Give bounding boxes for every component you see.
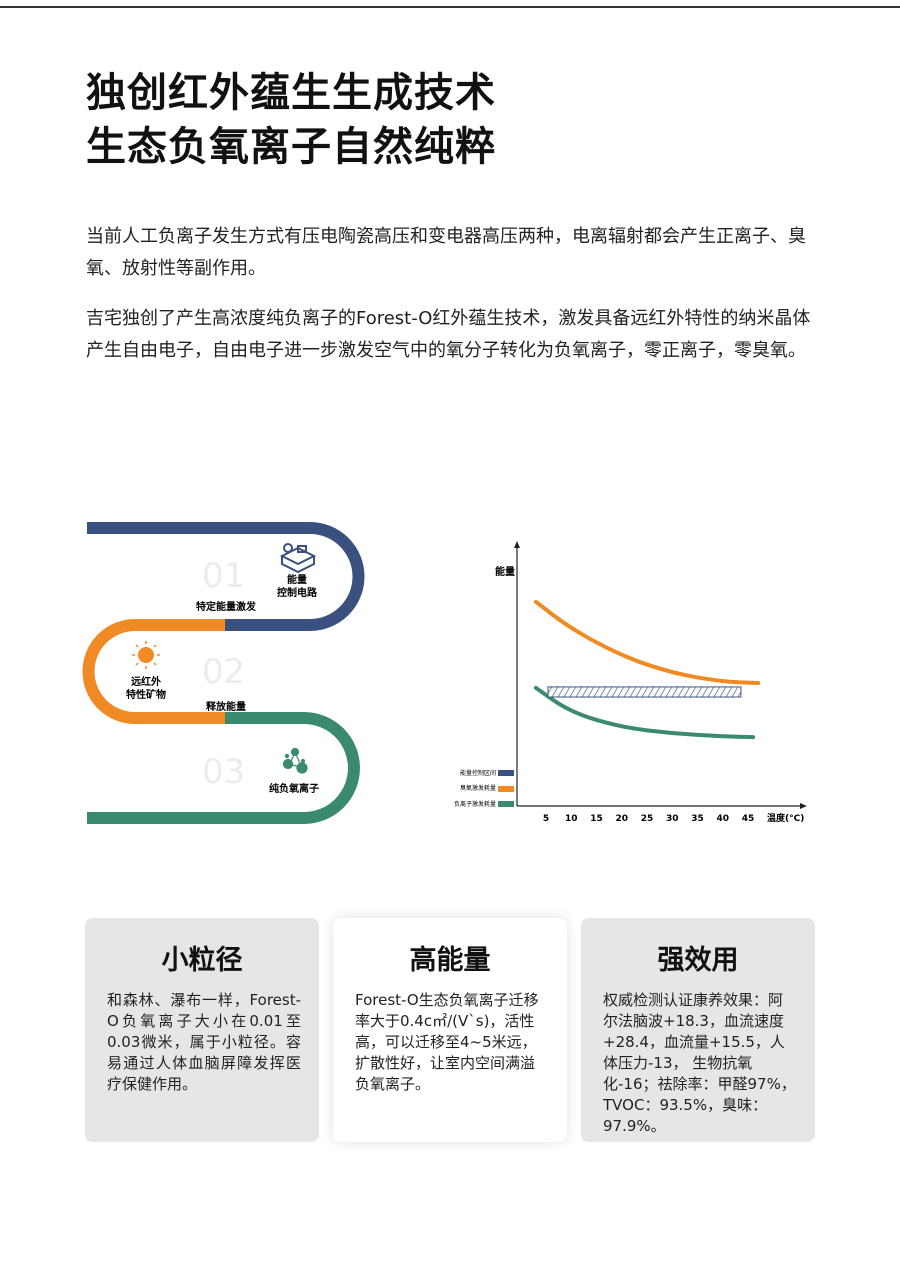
step-number: 01 <box>202 556 245 596</box>
x-tick-label: 40 <box>716 814 729 824</box>
step-label: 特性矿物 <box>126 688 166 701</box>
title-line-1: 独创红外蕴生生成技术 <box>86 70 496 116</box>
step-label: 纯负氧离子 <box>269 782 319 795</box>
energy-chart: 能量 温度(°C) 5 10 15 20 25 30 35 40 45 能量控制区间 臭氧激发耗… <box>454 541 807 824</box>
step-label: 能量 <box>287 573 307 586</box>
paragraph-2: 吉宅独创了产生高浓度纯负离子的Forest-O红外蕴生技术，激发具备远红外特性的… <box>86 308 811 361</box>
legend-swatch <box>498 770 514 776</box>
y-axis-label: 能量 <box>495 565 515 578</box>
x-tick-label: 15 <box>590 814 603 824</box>
legend-label: 臭氧激发耗量 <box>460 784 496 792</box>
feature-card-small-particle: 小粒径 和森林、瀑布一样，Forest-O负氧离子大小在0.01至0.03微米，… <box>85 918 319 1142</box>
card-text: 权威检测认证康养效果：阿尔法脑波+18.3，血流速度+28.4，血流量+15.5… <box>603 991 796 1135</box>
card-text: Forest-O生态负氧离子迁移率大于0.4c㎡/(V`s)，活性高，可以迁移至… <box>355 991 539 1093</box>
sun-icon <box>132 641 160 669</box>
process-band-2 <box>82 619 225 724</box>
circuit-icon <box>279 543 317 574</box>
step-number: 02 <box>202 652 245 692</box>
card-title: 小粒径 <box>161 945 243 976</box>
x-tick-label: 35 <box>691 814 704 824</box>
y-axis-arrow <box>514 541 520 548</box>
legend-label: 负离子激发耗量 <box>454 800 496 808</box>
process-band-1 <box>87 522 365 631</box>
legend-swatch <box>498 801 514 807</box>
step-caption: 特定能量激发 <box>196 600 257 613</box>
energy-control-band <box>547 686 742 698</box>
legend: 能量控制区间 臭氧激发耗量 负离子激发耗量 <box>454 769 514 808</box>
molecule-icon <box>282 747 308 774</box>
card-text: 和森林、瀑布一样，Forest-O负氧离子大小在0.01至0.03微米，属于小粒… <box>107 991 301 1093</box>
legend-swatch <box>498 786 514 792</box>
card-title: 强效用 <box>657 945 739 976</box>
process-band-3 <box>87 712 360 824</box>
step-label: 远红外 <box>131 675 161 688</box>
series-line-0 <box>533 599 761 685</box>
title-line-2: 生态负氧离子自然纯粹 <box>86 124 496 170</box>
page-title: 独创红外蕴生生成技术 生态负氧离子自然纯粹 <box>86 66 496 174</box>
card-title: 高能量 <box>409 945 491 976</box>
x-tick-label: 25 <box>641 814 654 824</box>
x-axis-arrow <box>800 803 807 809</box>
process-diagram: 01 02 03 能量 控制电路 特定能量激发 远红外 特性矿物 释放能量 纯负… <box>82 522 365 824</box>
x-tick-label: 30 <box>666 814 679 824</box>
feature-card-strong-effect: 强效用 权威检测认证康养效果：阿尔法脑波+18.3，血流速度+28.4，血流量+… <box>581 918 815 1142</box>
x-axis-label: 温度(°C) <box>767 812 804 824</box>
feature-card-high-energy: 高能量 Forest-O生态负氧离子迁移率大于0.4c㎡/(V`s)，活性高，可… <box>333 918 567 1142</box>
x-tick-label: 5 <box>543 814 549 824</box>
x-tick-label: 45 <box>742 814 755 824</box>
x-tick-label: 10 <box>565 814 578 824</box>
series-line-1 <box>533 685 756 740</box>
step-number: 03 <box>202 752 245 792</box>
step-label: 控制电路 <box>277 586 318 599</box>
top-divider <box>0 6 900 8</box>
paragraph-1: 当前人工负离子发生方式有压电陶瓷高压和变电器高压两种，电离辐射都会产生正离子、臭… <box>86 226 806 279</box>
step-caption: 释放能量 <box>206 700 246 713</box>
x-tick-label: 20 <box>615 814 628 824</box>
legend-label: 能量控制区间 <box>460 769 496 777</box>
